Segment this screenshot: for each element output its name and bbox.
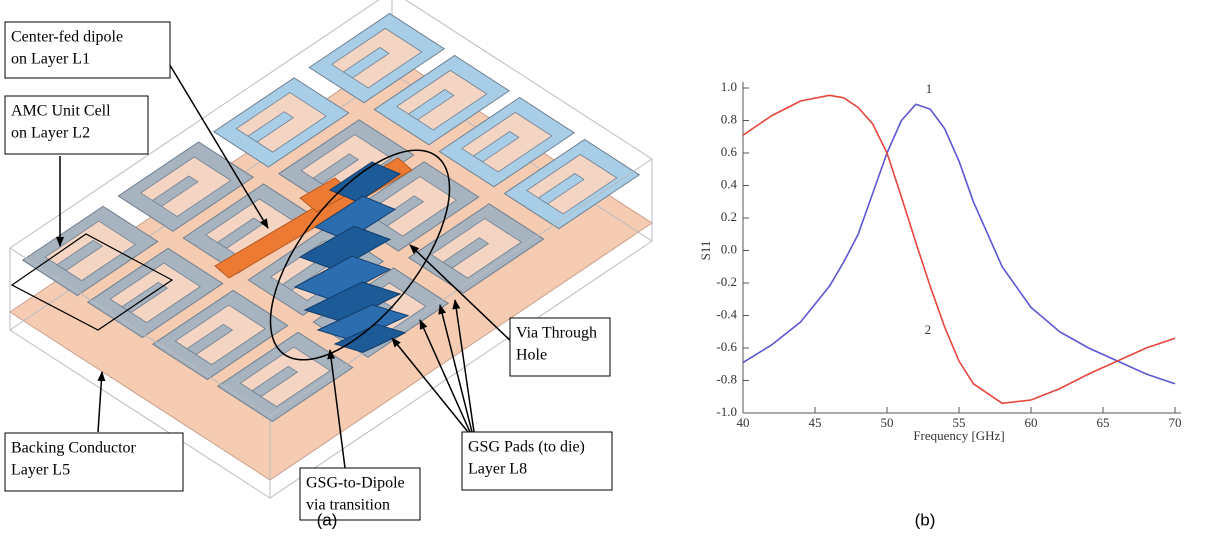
- x-tick-label: 65: [1097, 415, 1110, 430]
- y-tick-label: -1.0: [716, 404, 737, 419]
- x-tick-label: 70: [1169, 415, 1182, 430]
- y-tick-label: 0.2: [721, 209, 737, 224]
- y-tick-label: 0.4: [721, 176, 738, 191]
- label-text: via transition: [306, 497, 390, 514]
- label-text: Via Through: [516, 325, 597, 342]
- y-tick-label: 0.0: [721, 241, 737, 256]
- x-axis-label: Frequency [GHz]: [913, 428, 1004, 443]
- series-label: 1: [926, 81, 933, 96]
- x-tick-label: 55: [953, 415, 966, 430]
- via-stack: [298, 225, 392, 271]
- amc-cell-arm: [247, 111, 295, 143]
- amc-cell-arm: [442, 237, 490, 269]
- label-text: Hole: [516, 347, 547, 364]
- caption-b: (b): [915, 510, 936, 529]
- y-tick-label: -0.8: [716, 371, 737, 386]
- label-text: Backing Conductor: [11, 440, 137, 457]
- label-box: [4, 95, 149, 155]
- label-box: [509, 317, 611, 377]
- label-text: on Layer L2: [11, 125, 90, 142]
- y-axis-label: S11: [698, 241, 713, 261]
- x-tick-label: 40: [737, 415, 750, 430]
- y-tick-label: 1.0: [721, 79, 737, 94]
- arrow: [409, 244, 516, 346]
- series-line: [742, 94, 1176, 405]
- series-line: [742, 103, 1176, 385]
- label-text: on Layer L1: [11, 51, 90, 68]
- label-box: [299, 467, 421, 521]
- top-layer-outline: [9, 0, 653, 417]
- arrow: [452, 299, 475, 433]
- amc-cell-arm: [186, 323, 234, 355]
- highlight-ellipse: [269, 149, 451, 361]
- arrow: [419, 319, 471, 433]
- amc-cell-arm: [251, 365, 299, 397]
- label-text: GSG-to-Dipole: [306, 475, 405, 492]
- y-tick-label: -0.2: [716, 274, 737, 289]
- via-stack: [333, 323, 407, 353]
- label-text: Center-fed dipole: [11, 29, 123, 46]
- label-text: Layer L5: [11, 462, 70, 479]
- amc-cell-arm: [377, 195, 425, 227]
- label-text: Layer L8: [468, 461, 527, 478]
- arrow: [327, 349, 346, 469]
- panel-a: Center-fed dipole on Layer L1 AMC Unit Cel…: [4, 0, 653, 521]
- amc-cell-arm: [407, 89, 455, 121]
- label-box: [4, 432, 184, 492]
- amc-cell-arm: [342, 47, 390, 79]
- x-tick-label: 50: [881, 415, 894, 430]
- series-label: 2: [925, 322, 932, 337]
- via-stack: [328, 161, 402, 203]
- arrow: [97, 371, 106, 433]
- label-box: [4, 21, 171, 79]
- y-tick-label: -0.6: [716, 339, 737, 354]
- amc-cell-arm: [472, 131, 520, 163]
- arrow: [438, 304, 473, 433]
- arrow: [391, 337, 469, 433]
- x-tick-label: 60: [1025, 415, 1038, 430]
- caption-a: (a): [317, 510, 338, 529]
- amc-cell-arm: [121, 281, 169, 313]
- via-stack: [293, 255, 392, 301]
- amc-cell-arm: [537, 173, 585, 205]
- amc-cell-arm: [151, 175, 199, 207]
- amc-cell-arm: [312, 153, 360, 185]
- label-box: [461, 431, 613, 491]
- label-text: AMC Unit Cell: [11, 103, 111, 120]
- amc-cell-outline: [10, 233, 174, 331]
- label-text: GSG Pads (to die): [468, 439, 585, 456]
- panel-b: -1.0 -0.8 -0.6 -0.4 -0.2 0.0 0.2 0.4 0.6 0.8 1.0 40…: [698, 79, 1182, 443]
- y-tick-label: 0.8: [721, 111, 737, 126]
- x-tick-label: 45: [809, 415, 822, 430]
- amc-cell-arm: [56, 239, 104, 271]
- y-tick-label: 0.6: [721, 144, 738, 159]
- y-tick-label: -0.4: [716, 306, 737, 321]
- via-stack: [303, 281, 402, 323]
